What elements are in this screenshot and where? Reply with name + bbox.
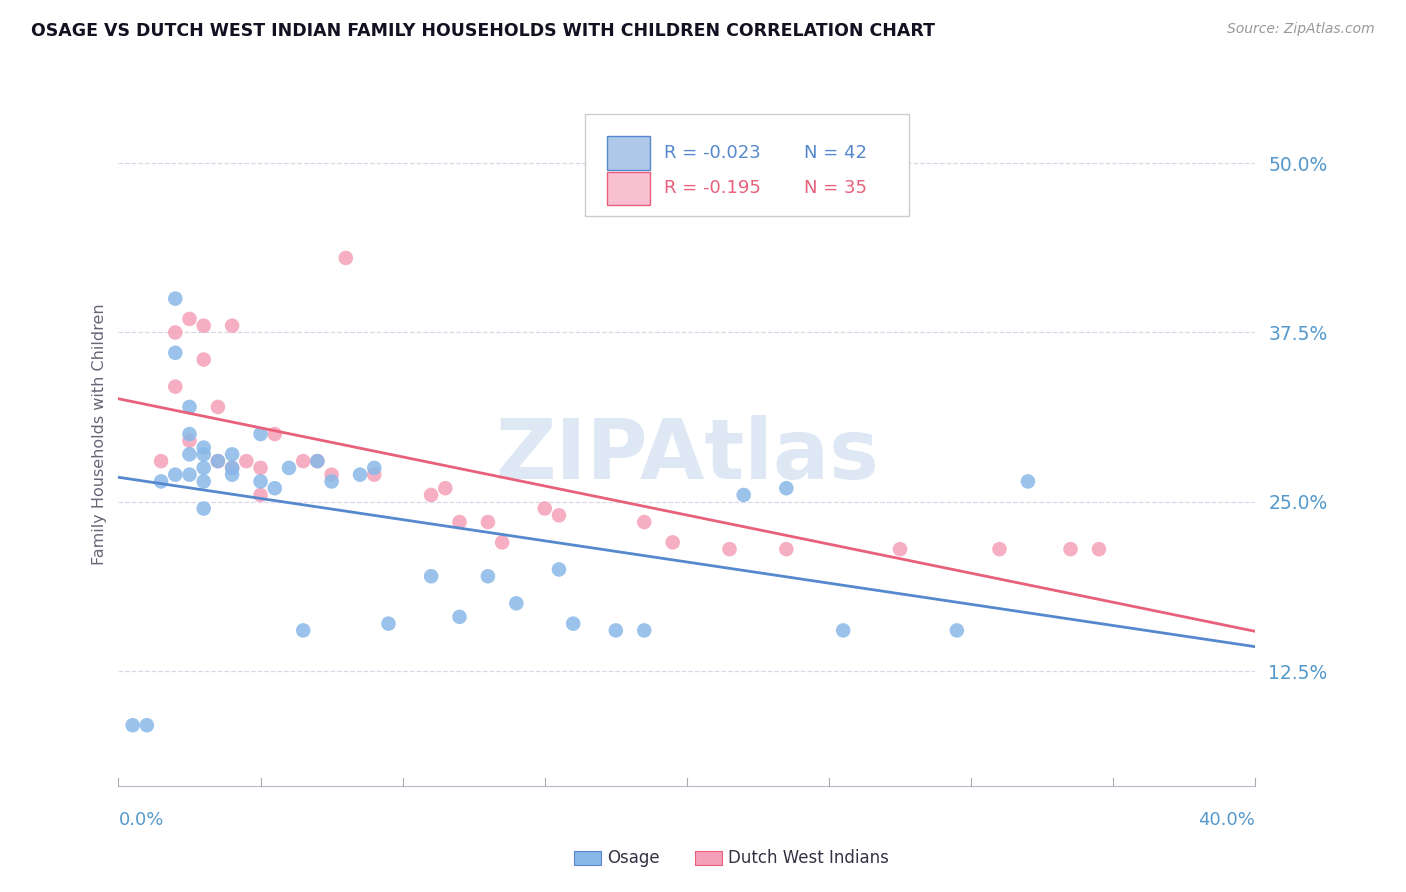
Point <box>193 352 215 367</box>
Point <box>889 542 911 557</box>
Y-axis label: Family Households with Children: Family Households with Children <box>93 303 107 565</box>
Point <box>321 467 343 482</box>
Text: Dutch West Indians: Dutch West Indians <box>728 849 889 867</box>
Point <box>135 718 157 732</box>
Point <box>533 501 555 516</box>
Point <box>718 542 741 557</box>
FancyBboxPatch shape <box>607 171 651 205</box>
Point <box>605 624 627 638</box>
Point <box>193 441 215 455</box>
Point <box>165 292 187 306</box>
Text: R = -0.023: R = -0.023 <box>664 145 761 162</box>
Point <box>221 447 243 461</box>
Point <box>193 475 215 489</box>
Point <box>193 501 215 516</box>
Point <box>505 596 527 610</box>
Point <box>179 434 201 448</box>
Text: ZIPAtlas: ZIPAtlas <box>495 415 879 496</box>
Point <box>349 467 371 482</box>
Point <box>307 454 329 468</box>
Point <box>249 488 271 502</box>
Point <box>661 535 683 549</box>
Point <box>221 467 243 482</box>
Point <box>165 379 187 393</box>
Point <box>335 251 357 265</box>
Point <box>263 481 285 495</box>
Point <box>377 616 399 631</box>
Point <box>946 624 969 638</box>
Point <box>775 481 797 495</box>
Point <box>477 569 499 583</box>
Point <box>988 542 1011 557</box>
Point <box>307 454 329 468</box>
Point <box>121 718 143 732</box>
Point <box>733 488 755 502</box>
Point <box>179 447 201 461</box>
Point <box>420 488 443 502</box>
Point <box>477 515 499 529</box>
FancyBboxPatch shape <box>585 113 908 216</box>
Text: R = -0.195: R = -0.195 <box>664 179 761 197</box>
Point <box>1017 475 1039 489</box>
Point <box>491 535 513 549</box>
Text: 40.0%: 40.0% <box>1198 811 1256 829</box>
Point <box>449 515 471 529</box>
Point <box>193 447 215 461</box>
Point <box>165 467 187 482</box>
Point <box>150 475 173 489</box>
Point <box>420 569 443 583</box>
Point <box>179 312 201 326</box>
Point <box>193 461 215 475</box>
Point <box>775 542 797 557</box>
Point <box>832 624 855 638</box>
Point <box>193 318 215 333</box>
Text: Osage: Osage <box>607 849 659 867</box>
Point <box>179 467 201 482</box>
FancyBboxPatch shape <box>607 136 651 170</box>
Point <box>1088 542 1111 557</box>
Point <box>434 481 457 495</box>
Point <box>449 610 471 624</box>
Point <box>165 326 187 340</box>
Point <box>562 616 585 631</box>
Point <box>263 427 285 442</box>
Point <box>207 454 229 468</box>
Point <box>548 562 571 576</box>
Point <box>292 454 315 468</box>
Point <box>221 461 243 475</box>
Point <box>633 624 655 638</box>
Point <box>278 461 301 475</box>
Text: 0.0%: 0.0% <box>118 811 165 829</box>
Point <box>179 427 201 442</box>
Point <box>221 461 243 475</box>
Point <box>249 475 271 489</box>
Point <box>363 467 385 482</box>
Point <box>179 400 201 414</box>
Point <box>292 624 315 638</box>
Point <box>150 454 173 468</box>
Point <box>235 454 257 468</box>
Text: N = 42: N = 42 <box>804 145 868 162</box>
Point <box>249 461 271 475</box>
Point <box>249 427 271 442</box>
Point <box>207 454 229 468</box>
Point <box>321 475 343 489</box>
Point <box>548 508 571 523</box>
Text: OSAGE VS DUTCH WEST INDIAN FAMILY HOUSEHOLDS WITH CHILDREN CORRELATION CHART: OSAGE VS DUTCH WEST INDIAN FAMILY HOUSEH… <box>31 22 935 40</box>
Point <box>221 318 243 333</box>
Text: Source: ZipAtlas.com: Source: ZipAtlas.com <box>1227 22 1375 37</box>
Point <box>633 515 655 529</box>
Point <box>207 400 229 414</box>
Point <box>363 461 385 475</box>
Point <box>165 345 187 359</box>
Point <box>1059 542 1081 557</box>
Text: N = 35: N = 35 <box>804 179 868 197</box>
